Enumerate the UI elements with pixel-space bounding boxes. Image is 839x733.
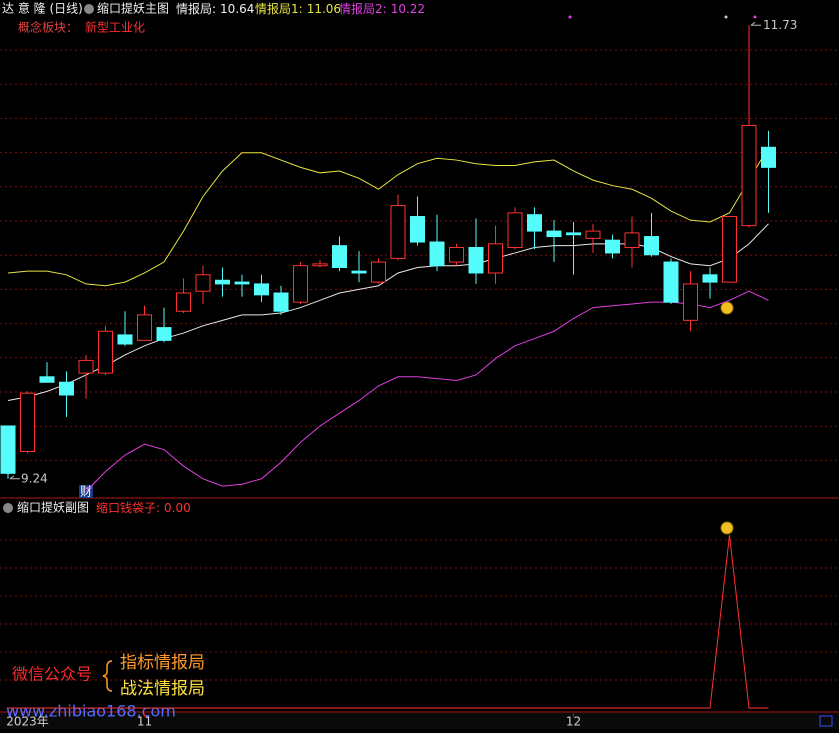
dot	[568, 15, 572, 19]
readout: 情报局2: 10.22	[339, 1, 425, 16]
menu-icon[interactable]	[84, 4, 94, 14]
candle-body	[527, 214, 542, 232]
candle-body	[449, 246, 464, 263]
readout-value: 10.64	[220, 2, 254, 16]
candle-body	[312, 263, 328, 267]
candle-body	[215, 279, 230, 285]
watermark-url: www.zhibiao168.com	[6, 702, 176, 721]
dot	[724, 15, 728, 19]
readout-name: 情报局1:	[255, 1, 303, 16]
menu-icon[interactable]	[3, 503, 13, 513]
brace	[102, 660, 113, 692]
watermark-line1: 指标情报局	[120, 653, 205, 673]
candle-body	[624, 232, 640, 248]
candle-body	[254, 283, 269, 296]
candle-body	[410, 216, 425, 243]
candle-body	[702, 274, 718, 283]
candle-body	[566, 232, 581, 236]
candle-body	[371, 261, 386, 283]
x-tick-label: 12	[566, 715, 581, 729]
candle-body	[683, 283, 698, 321]
max-label: 11.73	[763, 18, 797, 32]
watermark-line2: 战法情报局	[120, 679, 205, 699]
band-line	[7, 147, 769, 287]
stock-name: 达 意 隆 (日线)	[2, 1, 83, 16]
candle-body	[663, 261, 679, 303]
candle-body	[741, 124, 757, 227]
candle-body	[332, 245, 347, 269]
readout-value: 11.06	[307, 2, 341, 16]
candle-body	[137, 314, 152, 341]
money-bag	[720, 301, 734, 315]
indicator-line	[8, 534, 769, 709]
candle-body	[507, 212, 523, 248]
x-tick-label: 11	[137, 715, 152, 729]
candle-body	[293, 265, 308, 303]
candle-body	[468, 246, 484, 274]
x-tick-label: 2023年	[6, 715, 49, 729]
readout-name: 情报局:	[176, 1, 216, 16]
candle-body	[546, 230, 562, 238]
candle-body	[585, 230, 601, 239]
dot	[753, 15, 757, 19]
candle-body	[98, 330, 113, 374]
candle-body	[722, 216, 737, 283]
money-bag	[720, 521, 734, 535]
readout: 情报局: 10.64	[176, 1, 254, 16]
concept-label: 概念板块：	[18, 20, 78, 35]
band-line	[85, 290, 769, 492]
candle-body	[234, 281, 250, 285]
readout-name: 缩口钱袋子:	[96, 500, 160, 515]
corner-box[interactable]	[819, 715, 833, 727]
candle-body	[644, 236, 659, 256]
candle-body	[176, 292, 191, 312]
candle-body	[59, 381, 74, 396]
candle-body	[0, 425, 16, 474]
sub-readout: 缩口钱袋子: 0.00	[96, 500, 191, 515]
min-label: 9.24	[21, 471, 48, 485]
x-axis-bar	[0, 713, 839, 729]
candle-body	[605, 239, 620, 254]
readout: 情报局1: 11.06	[255, 1, 341, 16]
candle-body	[39, 376, 55, 383]
candle-body	[488, 243, 503, 274]
candle-body	[156, 327, 172, 341]
readout-value: 0.00	[164, 501, 191, 515]
candle-body	[429, 241, 445, 267]
readout-name: 情报局2:	[339, 1, 387, 16]
sub-title: 缩口提妖副图	[17, 500, 89, 515]
candle-body	[20, 392, 35, 452]
readout-value: 10.22	[391, 2, 425, 16]
band-line	[7, 223, 769, 401]
candle-body	[390, 205, 406, 259]
candle-body	[78, 359, 94, 374]
concept: 新型工业化	[85, 20, 145, 35]
candle-body	[761, 146, 776, 168]
max-pointer	[750, 21, 761, 26]
candle-body	[117, 334, 133, 345]
main-title: 缩口提妖主图	[97, 1, 169, 16]
candle-body	[351, 270, 367, 274]
candle-body	[195, 274, 211, 292]
candle-body	[273, 292, 289, 312]
min-pointer	[9, 475, 20, 480]
watermark-account: 微信公众号	[12, 665, 92, 684]
